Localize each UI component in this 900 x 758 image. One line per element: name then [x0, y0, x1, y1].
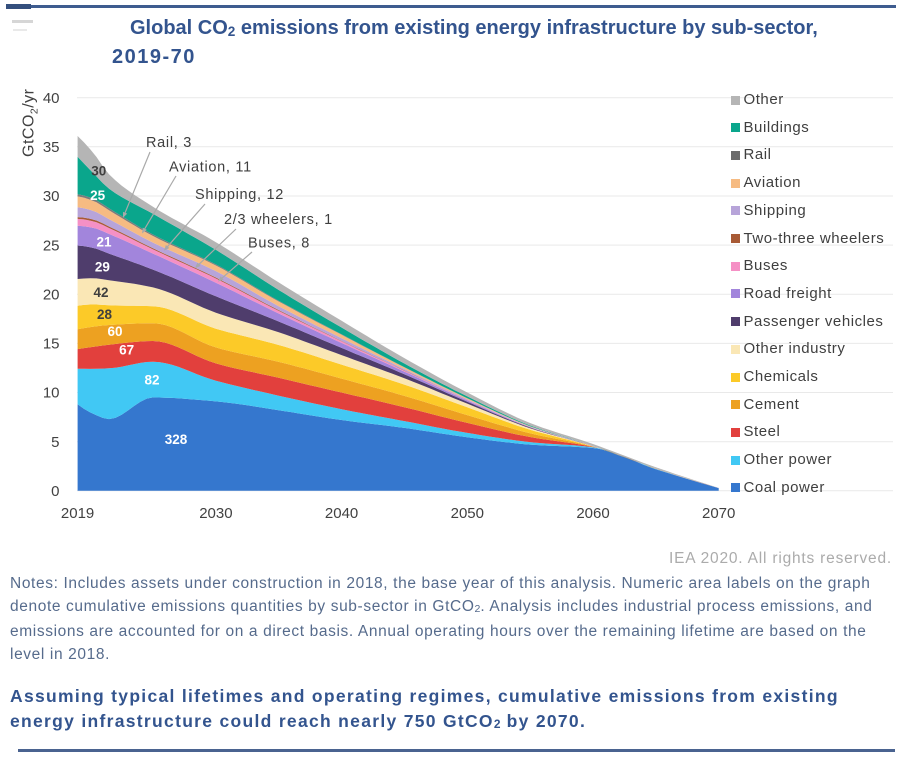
svg-text:2030: 2030	[199, 505, 232, 522]
svg-text:28: 28	[97, 307, 113, 322]
svg-text:35: 35	[43, 139, 60, 156]
svg-text:40: 40	[43, 90, 60, 107]
svg-text:2070: 2070	[702, 505, 735, 522]
svg-text:30: 30	[43, 188, 60, 205]
svg-text:Aviation, 11: Aviation, 11	[169, 160, 252, 176]
svg-text:29: 29	[95, 260, 110, 275]
svg-text:2019: 2019	[61, 505, 94, 522]
svg-text:Rail, 3: Rail, 3	[146, 135, 192, 151]
svg-text:21: 21	[96, 235, 112, 250]
svg-text:Buses, 8: Buses, 8	[248, 236, 310, 252]
svg-text:GtCO2/yr: GtCO2/yr	[21, 88, 41, 157]
svg-text:2050: 2050	[451, 505, 484, 522]
svg-text:82: 82	[144, 372, 159, 387]
svg-text:25: 25	[90, 188, 106, 203]
svg-text:67: 67	[119, 343, 134, 358]
svg-text:2040: 2040	[325, 505, 358, 522]
svg-text:5: 5	[51, 434, 59, 451]
svg-text:10: 10	[43, 385, 60, 402]
svg-text:60: 60	[107, 324, 122, 339]
svg-text:20: 20	[43, 286, 60, 303]
svg-text:25: 25	[43, 237, 60, 254]
svg-text:Shipping, 12: Shipping, 12	[195, 187, 284, 203]
svg-text:2/3 wheelers, 1: 2/3 wheelers, 1	[224, 212, 333, 228]
svg-text:328: 328	[165, 432, 188, 447]
svg-text:42: 42	[93, 285, 108, 300]
svg-text:30: 30	[91, 163, 106, 178]
svg-text:15: 15	[43, 336, 60, 353]
svg-text:0: 0	[51, 483, 59, 500]
svg-text:2060: 2060	[576, 505, 609, 522]
